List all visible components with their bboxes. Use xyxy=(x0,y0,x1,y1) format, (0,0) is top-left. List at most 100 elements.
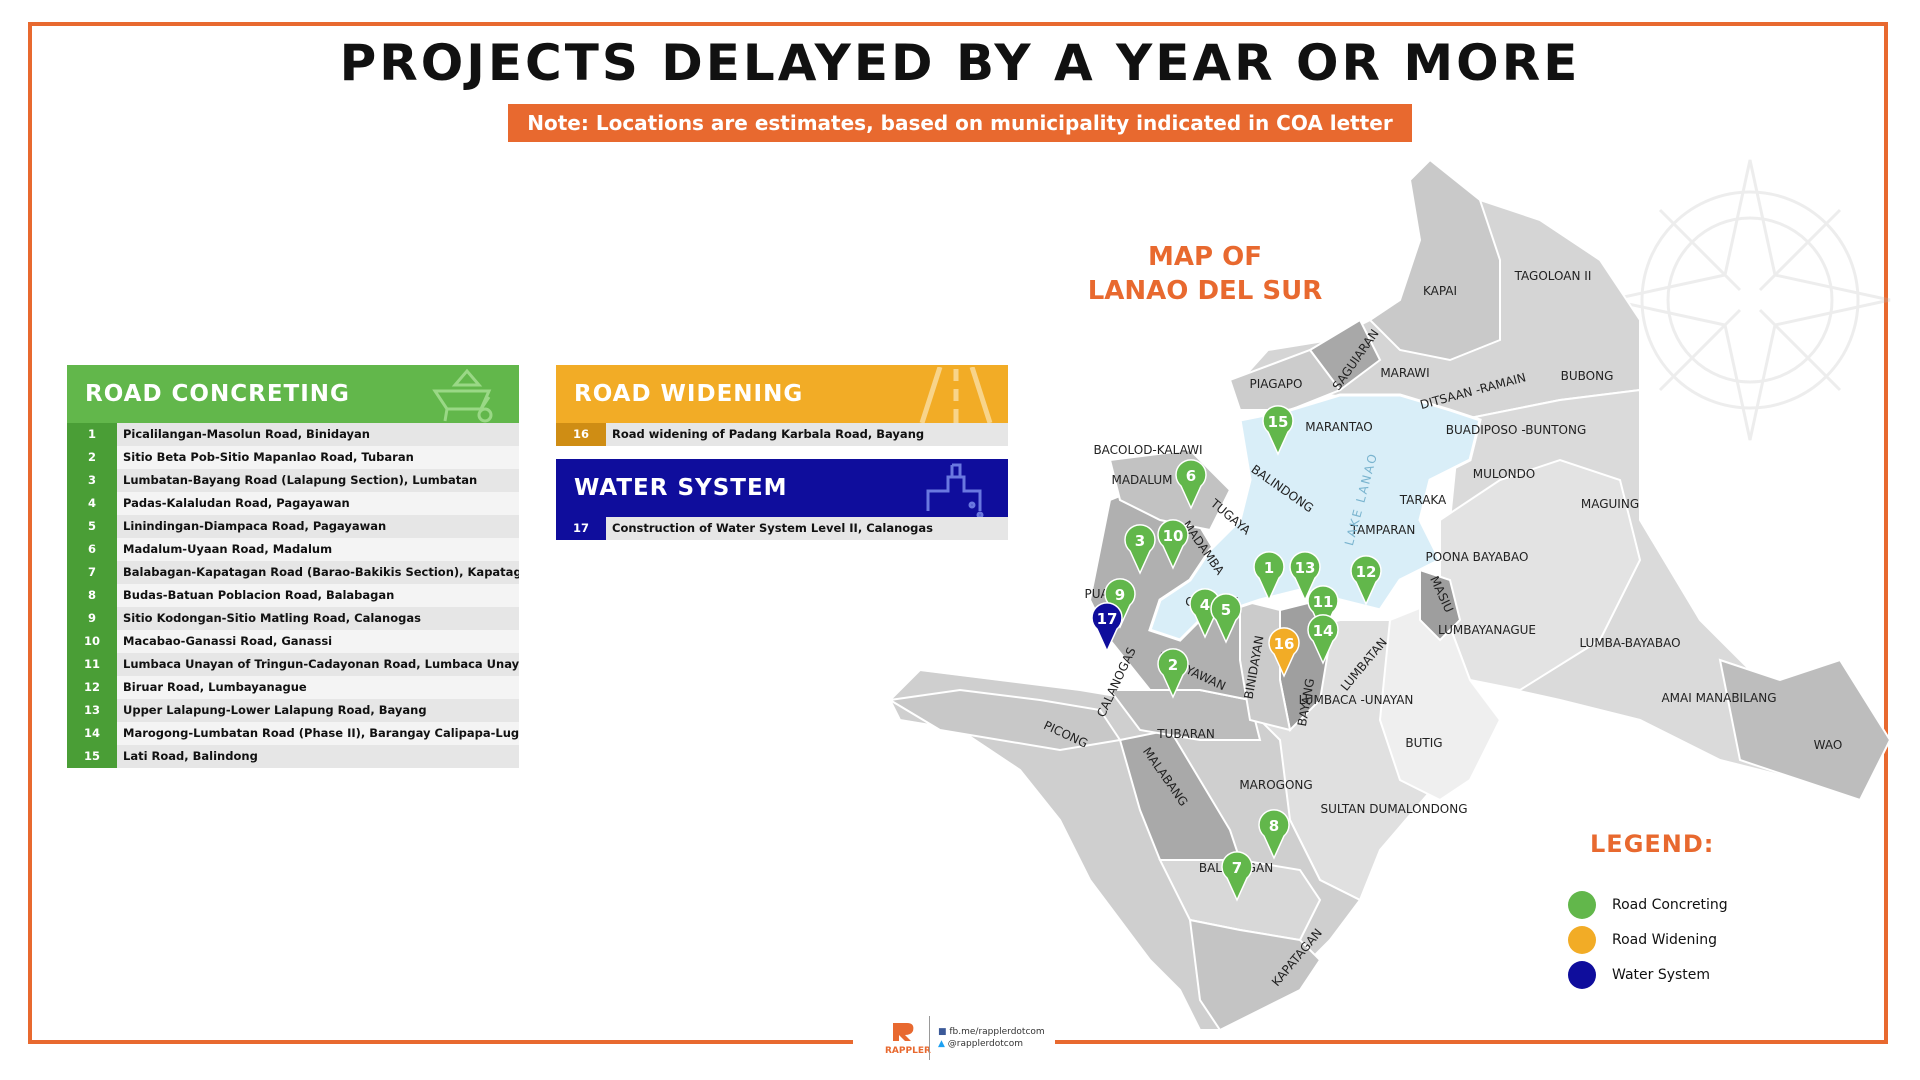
marker-number: 14 xyxy=(1313,622,1334,640)
marker-number: 1 xyxy=(1264,559,1274,577)
municipality-label: TAMPARAN xyxy=(1350,523,1416,537)
item-text: Madalum-Uyaan Road, Madalum xyxy=(117,538,519,561)
list-item: 11 Lumbaca Unayan of Tringun-Cadayonan Ro… xyxy=(67,653,519,676)
lake-lanao xyxy=(1148,393,1482,642)
legend-dot-blue xyxy=(1568,961,1596,989)
list-item: 12 Biruar Road, Lumbayanague xyxy=(67,676,519,699)
map-marker-3: 3 xyxy=(1124,524,1156,575)
marker-pin-icon xyxy=(1268,627,1300,678)
item-text: Marogong-Lumbatan Road (Phase II), Baran… xyxy=(117,722,519,745)
municipality-label: TAGOLOAN II xyxy=(1514,269,1592,283)
marker-number: 7 xyxy=(1232,859,1242,877)
marker-pin-icon xyxy=(1157,648,1189,699)
list-item: 15 Lati Road, Balindong xyxy=(67,745,519,768)
item-number: 9 xyxy=(67,607,117,630)
marker-number: 3 xyxy=(1135,532,1145,550)
facebook-link[interactable]: ■ fb.me/rapplerdotcom xyxy=(938,1026,1045,1038)
map-marker-16: 16 xyxy=(1268,627,1300,678)
municipality-label: LUMBA-BAYABAO xyxy=(1579,636,1680,650)
map-marker-17: 17 xyxy=(1091,602,1123,653)
list-item: 1 Picalilangan-Masolun Road, Binidayan xyxy=(67,423,519,446)
road-widening-panel: ROAD WIDENING 16 Road widening of Padang … xyxy=(556,365,1008,446)
water-system-heading: WATER SYSTEM xyxy=(574,475,788,501)
municipality-label: MAGUING xyxy=(1581,497,1639,511)
item-number: 11 xyxy=(67,653,117,676)
list-item: 5 Linindingan-Diampaca Road, Pagayawan xyxy=(67,515,519,538)
map-marker-15: 15 xyxy=(1262,405,1294,456)
legend-label: Water System xyxy=(1612,967,1711,983)
municipality-label: LUMBAYANAGUE xyxy=(1438,623,1536,637)
legend-item-road-widening: Road Widening xyxy=(1568,925,1717,955)
rappler-r-icon xyxy=(893,1022,914,1041)
marker-pin-icon xyxy=(1104,578,1136,629)
map-marker-12: 12 xyxy=(1350,555,1382,606)
marker-number: 17 xyxy=(1097,610,1118,628)
marker-number: 16 xyxy=(1274,635,1295,653)
item-number: 1 xyxy=(67,423,117,446)
legend-item-water-system: Water System xyxy=(1568,960,1710,990)
marker-pin-icon xyxy=(1221,851,1253,902)
item-number: 10 xyxy=(67,630,117,653)
list-item: 4 Padas-Kalaludan Road, Pagayawan xyxy=(67,492,519,515)
map-marker-13: 13 xyxy=(1289,551,1321,602)
item-number: 15 xyxy=(67,745,117,768)
municipality-label: LUMBACA -UNAYAN xyxy=(1299,693,1414,707)
road-icon xyxy=(919,367,993,423)
region-picong xyxy=(887,688,1122,752)
facebook-icon: ■ xyxy=(938,1027,947,1037)
municipality-label: MAROGONG xyxy=(1239,778,1312,792)
page-title: PROJECTS DELAYED BY A YEAR OR MORE xyxy=(339,34,1581,92)
legend-title: LEGEND: xyxy=(1590,830,1715,858)
item-number: 13 xyxy=(67,699,117,722)
marker-number: 2 xyxy=(1168,656,1178,674)
map-marker-6: 6 xyxy=(1175,459,1207,510)
legend-item-road-concreting: Road Concreting xyxy=(1568,890,1728,920)
item-number: 12 xyxy=(67,676,117,699)
map-title-line2: LANAO DEL SUR xyxy=(1087,276,1323,306)
marker-pin-icon xyxy=(1210,593,1242,644)
map-marker-1: 1 xyxy=(1253,551,1285,602)
municipality-label: BUADIPOSO -BUNTONG xyxy=(1446,423,1587,437)
facebook-link-text: fb.me/rapplerdotcom xyxy=(949,1027,1045,1037)
list-item: 10 Macabao-Ganassi Road, Ganassi xyxy=(67,630,519,653)
twitter-link[interactable]: ▲ @rapplerdotcom xyxy=(938,1038,1045,1050)
marker-number: 12 xyxy=(1356,563,1377,581)
marker-number: 4 xyxy=(1200,596,1210,614)
map-marker-9: 9 xyxy=(1104,578,1136,629)
list-item: 9 Sitio Kodongan-Sitio Matling Road, Cala… xyxy=(67,607,519,630)
region-masiu xyxy=(1419,568,1462,642)
footer-links: ■ fb.me/rapplerdotcom ▲ @rapplerdotcom xyxy=(938,1026,1045,1050)
municipality-label: MARANTAO xyxy=(1305,420,1372,434)
legend-label: Road Concreting xyxy=(1612,897,1728,913)
municipality-label: BUBONG xyxy=(1561,369,1614,383)
marker-pin-icon xyxy=(1307,614,1339,665)
municipality-label: POONA BAYABAO xyxy=(1426,550,1529,564)
list-item: 6 Madalum-Uyaan Road, Madalum xyxy=(67,538,519,561)
item-number: 2 xyxy=(67,446,117,469)
municipality-label: WAO xyxy=(1814,738,1843,752)
list-item: 3 Lumbatan-Bayang Road (Lalapung Section)… xyxy=(67,469,519,492)
rappler-logo-text: RAPPLER xyxy=(885,1045,931,1056)
item-text: Biruar Road, Lumbayanague xyxy=(117,676,519,699)
item-number: 8 xyxy=(67,584,117,607)
item-text: Lumbaca Unayan of Tringun-Cadayonan Road… xyxy=(117,653,519,676)
road-concreting-panel: ROAD CONCRETING 1 Picalilangan-Masolun Ro… xyxy=(67,365,519,768)
frame-gap xyxy=(853,1036,1055,1052)
item-number: 3 xyxy=(67,469,117,492)
marker-number: 10 xyxy=(1163,527,1184,545)
municipality-label: BACOLOD-KALAWI xyxy=(1093,443,1202,457)
legend-label: Road Widening xyxy=(1612,932,1718,948)
twitter-icon: ▲ xyxy=(938,1039,945,1049)
item-text: Budas-Batuan Poblacion Road, Balabagan xyxy=(117,584,519,607)
item-text: Lati Road, Balindong xyxy=(117,745,519,768)
marker-pin-icon xyxy=(1258,809,1290,860)
item-text: Construction of Water System Level II, C… xyxy=(606,517,1008,540)
road-concreting-list: 1 Picalilangan-Masolun Road, Binidayan 2 Si… xyxy=(67,423,519,768)
marker-pin-icon xyxy=(1262,405,1294,456)
item-number: 4 xyxy=(67,492,117,515)
map-marker-7: 7 xyxy=(1221,851,1253,902)
map-marker-11: 11 xyxy=(1307,585,1339,636)
municipality-label: MULONDO xyxy=(1473,467,1536,481)
marker-number: 6 xyxy=(1186,467,1196,485)
